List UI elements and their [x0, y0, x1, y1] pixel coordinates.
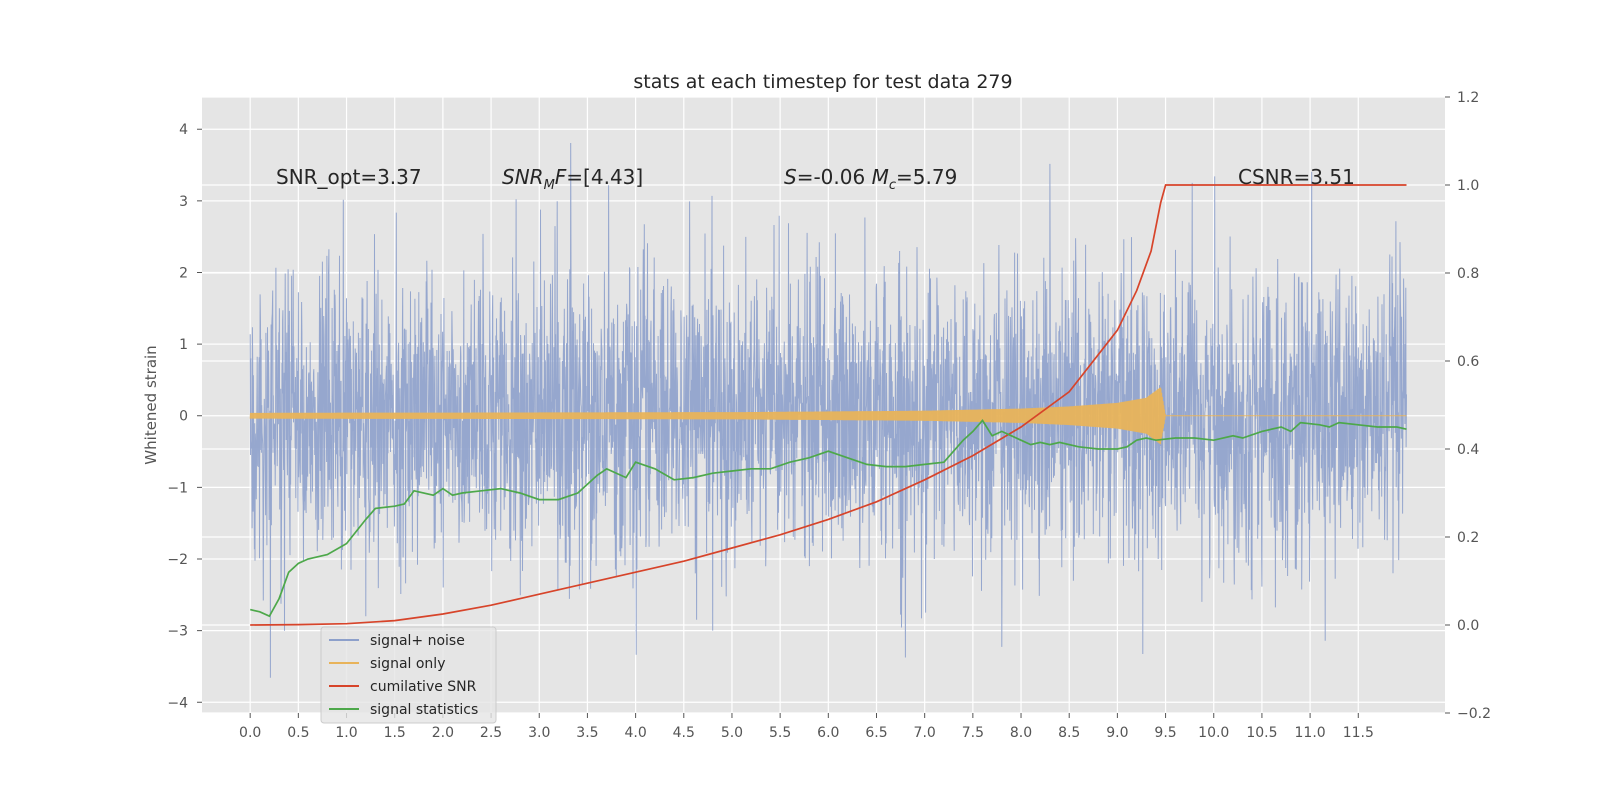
y-tick-label: 4	[179, 122, 188, 138]
annotation-csnr: CSNR=3.51	[1238, 165, 1355, 189]
x-tick-label: 5.5	[769, 725, 791, 741]
y2-tick-label: 0.0	[1457, 618, 1479, 634]
svg-text:signal statistics: signal statistics	[370, 702, 478, 718]
x-tick-label: 1.5	[384, 725, 406, 741]
y2-tick-label: −0.2	[1457, 706, 1491, 722]
chart-title: stats at each timestep for test data 279	[633, 71, 1012, 93]
x-tick-label: 7.0	[914, 725, 936, 741]
svg-text:signal only: signal only	[370, 656, 445, 672]
x-tick-label: 7.5	[962, 725, 984, 741]
y-tick-label: 0	[179, 409, 188, 425]
y-tick-labels: 4 3 2 1 0 −1 −2 −3 −4	[167, 122, 202, 711]
x-tick-labels: 0.0 0.5 1.0 1.5 2.0 2.5 3.0 3.5 4.0 4.5 5.0 5.5 6.0 6…	[239, 713, 1374, 741]
x-tick-label: 11.5	[1343, 725, 1374, 741]
x-tick-label: 0.5	[287, 725, 309, 741]
legend: signal+ noise signal only cumilative SNR…	[320, 626, 497, 724]
legend-box	[320, 626, 497, 724]
series-signal-only	[249, 387, 1407, 445]
x-tick-label: 4.0	[624, 725, 646, 741]
y-tick-label: 2	[179, 265, 188, 281]
series-signal-noise	[249, 142, 1407, 678]
legend-entry-cumulative-snr: cumilative SNR	[329, 679, 477, 695]
x-tick-label: 5.0	[721, 725, 743, 741]
x-tick-label: 8.5	[1058, 725, 1080, 741]
y2-tick-labels: 1.2 1.0 0.8 0.6 0.4 0.2 0.0 −0.2	[1445, 90, 1491, 722]
x-tick-label: 4.5	[673, 725, 695, 741]
y-tick-label: −1	[167, 480, 188, 496]
y2-tick-label: 1.2	[1457, 90, 1479, 106]
y2-tick-label: 0.6	[1457, 354, 1479, 370]
legend-entry-signal-noise: signal+ noise	[329, 633, 465, 649]
y2-tick-label: 1.0	[1457, 178, 1479, 194]
annotations: SNR_opt=3.37 SNRMF=[4.43] S=-0.06 Mc=5.7…	[276, 165, 1355, 193]
x-tick-label: 2.5	[480, 725, 502, 741]
x-tick-label: 9.5	[1154, 725, 1176, 741]
series-signal-statistics	[250, 418, 1407, 618]
x-tick-label: 6.0	[817, 725, 839, 741]
y-axis-label: Whitened strain	[142, 345, 160, 464]
annotation-snr-opt: SNR_opt=3.37	[276, 165, 422, 189]
x-tick-label: 3.0	[528, 725, 550, 741]
x-tick-label: 0.0	[239, 725, 261, 741]
x-tick-label: 2.0	[432, 725, 454, 741]
annotation-s-mc: S=-0.06 Mc=5.79	[784, 165, 957, 193]
y-tick-label: −2	[167, 552, 188, 568]
y-tick-label: 3	[179, 194, 188, 210]
x-tick-label: 10.0	[1198, 725, 1229, 741]
annotation-snr-mf: SNRMF=[4.43]	[502, 165, 643, 193]
y-tick-label: −3	[167, 624, 188, 640]
y2-tick-label: 0.2	[1457, 530, 1479, 546]
svg-text:signal+ noise: signal+ noise	[370, 633, 465, 649]
x-tick-label: 11.0	[1295, 725, 1326, 741]
x-tick-label: 9.0	[1106, 725, 1128, 741]
x-tick-label: 3.5	[576, 725, 598, 741]
x-tick-label: 10.5	[1246, 725, 1277, 741]
y2-tick-label: 0.8	[1457, 266, 1479, 282]
x-tick-label: 8.0	[1010, 725, 1032, 741]
series-cumilative-snr	[250, 184, 1407, 626]
x-tick-label: 6.5	[865, 725, 887, 741]
svg-text:cumilative SNR: cumilative SNR	[370, 679, 477, 695]
legend-entry-signal-statistics: signal statistics	[329, 702, 478, 718]
y2-tick-label: 0.4	[1457, 442, 1479, 458]
x-tick-label: 1.0	[335, 725, 357, 741]
y-tick-label: 1	[179, 337, 188, 353]
y-tick-label: −4	[167, 695, 188, 711]
series-layer	[249, 142, 1407, 678]
legend-entry-signal-only: signal only	[329, 656, 445, 672]
